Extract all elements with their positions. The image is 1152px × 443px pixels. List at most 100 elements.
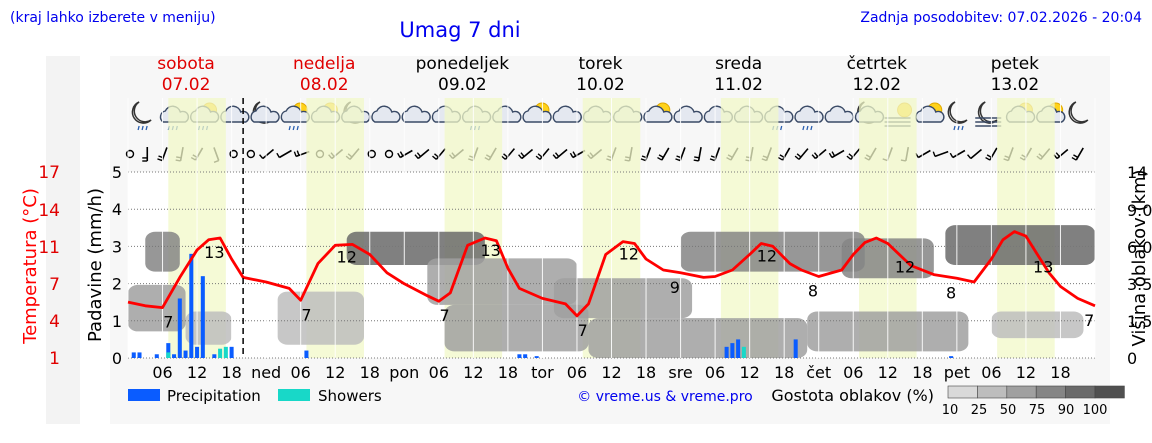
precipitation-bar: [154, 354, 159, 358]
wind-barb-feather: [569, 152, 574, 158]
wind-calm-icon: [246, 149, 256, 159]
time-tick: 12: [187, 363, 207, 382]
precipitation-tick: 5: [112, 163, 122, 182]
cloud-height-tick: 3.5: [1127, 275, 1152, 294]
wind-barb-feather: [535, 155, 541, 160]
wind-barb-feather: [537, 153, 543, 158]
precipitation-tick: 0: [112, 349, 122, 368]
density-tick: 10: [942, 403, 959, 418]
rain-shape: [953, 125, 964, 131]
credit-link[interactable]: © vreme.us & vreme.pro: [577, 389, 752, 405]
temperature-label: 9: [670, 278, 680, 297]
time-tick: sre: [668, 363, 692, 382]
time-tick: 12: [463, 363, 483, 382]
precipitation-bar: [949, 356, 954, 358]
wind-barb-shaft: [814, 148, 827, 160]
density-scale-title: Gostota oblakov (%): [771, 386, 934, 405]
rain-shape: [288, 125, 299, 131]
time-tick: 06: [290, 363, 310, 382]
wind-barb-shaft: [661, 147, 670, 161]
left-side-panel: [46, 56, 80, 424]
moon-icon: [1068, 101, 1089, 124]
wind-barb-feather: [779, 154, 785, 159]
wind-barb-feather: [693, 159, 699, 162]
density-swatch: [1035, 385, 1066, 399]
temperature-label: 7: [163, 313, 173, 332]
wind-barb-feather: [554, 152, 560, 157]
location-select-hint[interactable]: (kraj lahko izberete v meniju): [10, 10, 216, 26]
precipitation-bar: [304, 350, 309, 358]
precipitation-bar: [166, 343, 171, 358]
wind-barb-feather: [1055, 152, 1060, 157]
day-name: sreda: [715, 54, 762, 74]
wind-barb-feather: [432, 155, 437, 160]
day-name: nedelja: [293, 54, 355, 74]
temperature-label: 13: [204, 243, 224, 262]
wind-barb-feather: [657, 156, 663, 161]
cloud-shape: [552, 105, 582, 123]
day-name: ponedeljek: [416, 54, 510, 74]
cloud-shape: [371, 105, 401, 123]
cloud-height-tick: 9.0: [1127, 201, 1152, 220]
moon-shape: [131, 101, 152, 124]
wind-barb-icon: [518, 148, 534, 160]
temperature-label: 7: [578, 321, 588, 340]
wind-barb-icon: [828, 149, 845, 159]
day-name: četrtek: [847, 54, 908, 74]
wind-calm-icon: [229, 149, 238, 159]
day-date: 11.02: [714, 75, 763, 95]
wind-barb-shaft: [798, 148, 809, 160]
wind-barb-icon: [1071, 147, 1084, 161]
wind-barb-shaft: [435, 148, 446, 160]
cloud-blob: [444, 304, 589, 352]
wind-barb-feather: [777, 156, 784, 161]
wind-barb-feather: [846, 155, 852, 160]
temperature-tick: 14: [38, 201, 60, 221]
wind-barb-feather: [811, 154, 816, 159]
wind-barb-feather: [949, 152, 954, 158]
wind-barb-feather: [932, 151, 936, 157]
precipitation-bar: [736, 339, 741, 358]
wind-barb-feather: [416, 152, 422, 157]
cloud-shape: [643, 105, 673, 123]
wind-barb-feather: [967, 154, 972, 159]
wind-barb-feather: [572, 151, 577, 157]
time-tick: 12: [325, 363, 345, 382]
cloud-blob: [553, 278, 693, 319]
wind-barb-icon: [276, 149, 292, 159]
wind-barb-feather: [848, 153, 854, 158]
time-tick: 18: [636, 363, 656, 382]
time-tick: ned: [251, 363, 281, 382]
legend-showers-swatch: [278, 389, 310, 401]
precipitation-bar: [730, 343, 735, 358]
wind-barb-icon: [811, 148, 827, 160]
moon-rain-icon: [947, 101, 968, 131]
wind-barb-icon: [846, 148, 861, 160]
wind-barb-feather: [434, 153, 439, 158]
precipitation-bar: [517, 354, 522, 358]
time-tick: 06: [705, 363, 725, 382]
wind-barb-feather: [796, 153, 802, 158]
showers-bar: [223, 346, 228, 358]
wind-barb-shaft: [952, 149, 966, 159]
wind-barb-shaft: [278, 149, 292, 159]
wind-barb-feather: [157, 158, 163, 162]
density-swatch: [947, 385, 978, 399]
wind-barb-icon: [142, 147, 149, 162]
temperature-label: 12: [337, 247, 357, 266]
precipitation-bar: [534, 356, 539, 358]
day-name: petek: [991, 54, 1039, 74]
temperature-label: 12: [895, 257, 915, 276]
wind-barb-feather: [675, 158, 681, 162]
temperature-label: 8: [808, 281, 818, 300]
precipitation-bar: [131, 352, 136, 358]
cloud-blob: [346, 231, 485, 265]
cloud-shape: [794, 105, 824, 123]
cloud-blob: [945, 225, 1095, 265]
wind-barb-icon: [794, 148, 809, 160]
precipitation-tick: 4: [112, 200, 122, 219]
temperature-label: 7: [1084, 311, 1094, 330]
day-name: torek: [579, 54, 623, 74]
